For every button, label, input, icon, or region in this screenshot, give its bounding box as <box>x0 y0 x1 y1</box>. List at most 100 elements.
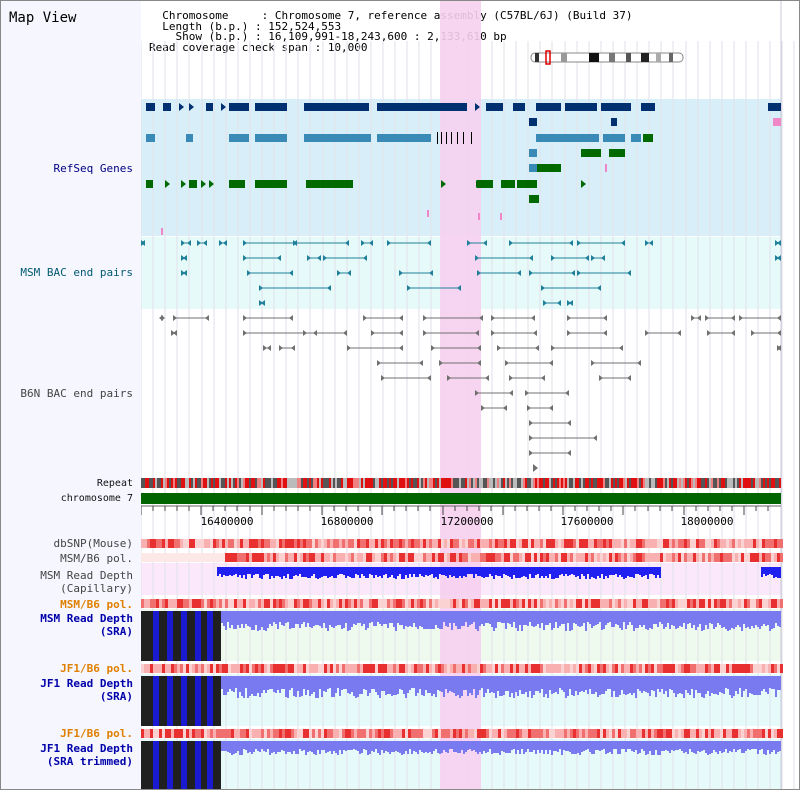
track-label-chromosome[interactable]: chromosome 7 <box>60 493 133 504</box>
genome-plot-area[interactable]: 16400000 16800000 17200000 17600000 18000000 <box>140 1 799 789</box>
track-label-msm-bac-end-pairs[interactable]: MSM BAC end pairs <box>20 266 133 279</box>
msm-sra-depth-bar <box>265 611 267 631</box>
track-label-msm-read-depth-sra[interactable]: MSM Read Depth (SRA) <box>40 612 133 638</box>
jf1-b6-pol-cell <box>228 664 231 673</box>
jf1-sra-depth-bar <box>543 676 545 697</box>
repeat-block <box>719 478 721 488</box>
dbsnp-cell <box>264 539 267 548</box>
msm-sra-depth-bar <box>539 611 541 628</box>
repeat-block <box>543 478 545 488</box>
msm-sra-depth-bar <box>441 611 443 629</box>
jf1-b6-pol-cell <box>597 664 600 673</box>
jf1-b6-pol-2-cell <box>345 729 348 738</box>
track-label-msm-b6-polymorphism[interactable]: MSM/B6 pol. <box>60 552 133 565</box>
msm-sra-depth-bar <box>319 611 321 626</box>
genome-plot-canvas[interactable]: 16400000 16800000 17200000 17600000 18000000 <box>140 1 799 789</box>
b6n-bac-pair-end <box>599 375 603 381</box>
track-label-jf1-read-depth-sra[interactable]: JF1 Read Depth (SRA) <box>40 677 133 703</box>
jf1-b6-pol-2-cell <box>588 729 591 738</box>
jf1-trimmed-depth-bar <box>727 741 729 753</box>
jf1-b6-pol-cell <box>600 664 603 673</box>
jf1-sra-depth-bar <box>393 676 395 695</box>
jf1-trimmed-depth-bar <box>297 741 299 754</box>
msm-capillary-depth-bar <box>297 567 299 576</box>
jf1-b6-pol-cell <box>324 664 327 673</box>
msm-capillary-depth-bar <box>635 567 637 574</box>
dbsnp-cell <box>630 539 633 548</box>
jf1-trimmed-depth-bar <box>399 741 401 753</box>
gene-exon-tick <box>463 132 464 144</box>
jf1-b6-pol-2-cell <box>759 729 762 738</box>
jf1-trimmed-depth-bar <box>277 741 279 752</box>
jf1-trimmed-depth-bar <box>245 741 247 750</box>
msm-b6-pol-cell <box>318 553 321 562</box>
track-label-repeat[interactable]: Repeat <box>96 478 133 489</box>
msm-b6-pol-2-cell <box>627 599 630 608</box>
msm-sra-depth-bar <box>413 611 415 623</box>
repeat-block <box>383 478 385 488</box>
jf1-trimmed-depth-bar <box>539 741 541 753</box>
b6n-bac-pair-end <box>551 345 555 351</box>
msm-sra-depth-bar <box>585 611 587 631</box>
jf1-sra-depth-bar <box>669 676 671 689</box>
dbsnp-cell <box>672 539 675 548</box>
jf1-b6-pol-cell <box>273 664 276 673</box>
jf1-b6-pol-cell <box>144 664 147 673</box>
jf1-sra-depth-bar <box>481 676 483 688</box>
msm-sra-depth-bar <box>387 611 389 628</box>
msm-b6-pol-2-cell <box>567 599 570 608</box>
gene-block <box>581 149 601 157</box>
msm-b6-pol-cell <box>309 553 312 562</box>
msm-b6-pol-cell <box>714 553 717 562</box>
jf1-sra-depth-bar <box>549 676 551 690</box>
msm-b6-pol-2-cell <box>483 599 486 608</box>
jf1-sra-depth-bar <box>449 676 451 691</box>
track-label-dbsnp[interactable]: dbSNP(Mouse) <box>53 537 133 550</box>
msm-capillary-depth-bar <box>259 567 261 578</box>
track-label-refseq-genes[interactable]: RefSeq Genes <box>53 162 133 175</box>
jf1-sra-depth-bar <box>297 676 299 691</box>
dbsnp-cell <box>777 539 780 548</box>
msm-capillary-depth-bar <box>347 567 349 576</box>
track-label-jf1-read-depth-trimmed[interactable]: JF1 Read Depth (SRA trimmed) <box>40 742 133 768</box>
msm-b6-pol-2-cell <box>747 599 750 608</box>
msm-b6-pol-2-cell <box>591 599 594 608</box>
repeat-block <box>299 478 301 488</box>
msm-b6-pol-2-cell <box>702 599 705 608</box>
repeat-block <box>659 478 661 488</box>
jf1-b6-pol-cell <box>372 664 375 673</box>
jf1-b6-pol-2-cell <box>522 729 525 738</box>
repeat-block <box>621 478 623 488</box>
jf1-b6-pol-2-cell <box>417 729 420 738</box>
msm-sra-depth-bar <box>591 611 593 628</box>
msm-b6-pol-cell <box>357 553 360 562</box>
b6n-bac-pair-end <box>399 330 403 336</box>
jf1-b6-pol-2-cell <box>168 729 171 738</box>
track-label-msm-read-depth-capillary[interactable]: MSM Read Depth (Capillary) <box>40 569 133 595</box>
msm-sra-depth-bar <box>343 611 345 628</box>
track-label-jf1-b6-polymorphism-2[interactable]: JF1/B6 pol. <box>60 727 133 740</box>
b6n-bac-pair-end <box>267 345 271 351</box>
msm-b6-pol-cell <box>504 553 507 562</box>
track-label-jf1-b6-polymorphism[interactable]: JF1/B6 pol. <box>60 662 133 675</box>
jf1-sra-depth-bar <box>653 676 655 691</box>
jf1-b6-pol-2-cell <box>252 729 255 738</box>
gene-exon-tick <box>471 132 472 144</box>
repeat-block <box>695 478 697 488</box>
msm-capillary-depth-bar <box>559 567 561 575</box>
jf1-trimmed-depth-bar <box>511 741 513 750</box>
track-label-msm-b6-polymorphism-2[interactable]: MSM/B6 pol. <box>60 598 133 611</box>
jf1-sra-depth-bar <box>401 676 403 690</box>
msm-sra-depth-bar <box>221 611 223 623</box>
msm-b6-pol-cell <box>591 553 594 562</box>
msm-capillary-depth-bar <box>299 567 301 574</box>
msm-b6-pol-cell <box>264 553 267 562</box>
jf1-b6-pol-2-cell <box>585 729 588 738</box>
msm-b6-pol-2-cell <box>279 599 282 608</box>
track-label-b6n-bac-end-pairs[interactable]: B6N BAC end pairs <box>20 387 133 400</box>
msm-bac-pair-end <box>183 270 187 276</box>
jf1-sra-depth-bar <box>681 676 683 694</box>
jf1-b6-pol-cell <box>609 664 612 673</box>
jf1-b6-pol-2-cell <box>318 729 321 738</box>
msm-capillary-depth-bar <box>637 567 639 574</box>
